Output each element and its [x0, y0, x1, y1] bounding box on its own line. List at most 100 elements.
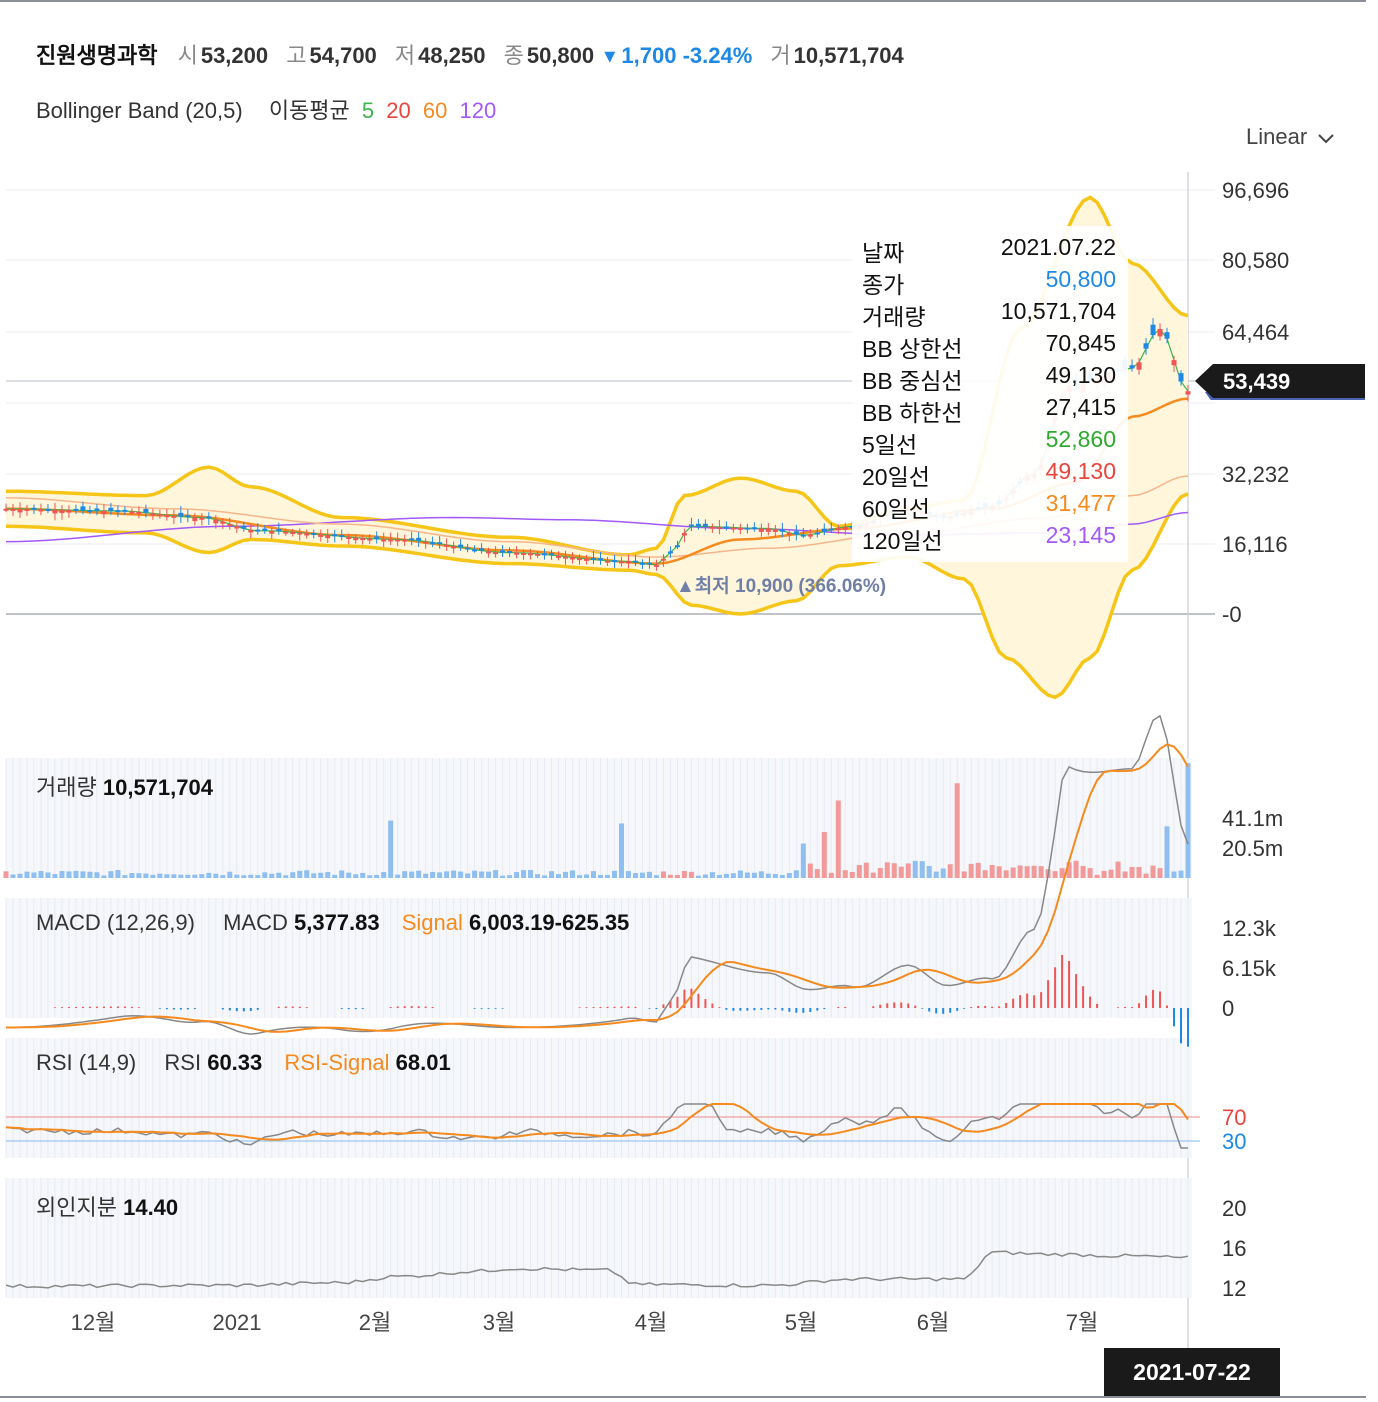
candle: [528, 553, 534, 556]
volume-bar: [514, 872, 520, 878]
volume-bar: [604, 875, 610, 878]
tooltip-label: 날짜: [862, 240, 905, 266]
candle: [38, 509, 44, 512]
foreign-axis-label: 16: [1222, 1236, 1246, 1261]
volume-bar: [961, 871, 967, 878]
candle: [87, 510, 93, 513]
candle: [716, 526, 722, 529]
volume-bar: [227, 871, 233, 878]
volume-bar: [318, 872, 324, 878]
candle: [402, 539, 408, 542]
candle: [31, 507, 37, 510]
volume-bar: [856, 865, 862, 878]
tooltip-value: 10,571,704: [1000, 298, 1116, 324]
price-axis-label: 64,464: [1222, 320, 1289, 345]
candle: [758, 528, 764, 532]
volume-bar: [1101, 870, 1107, 878]
low-price-marker: ▲최저 10,900 (366.06%): [676, 575, 886, 597]
volume-bar: [940, 868, 946, 878]
rsi-axis-30: 30: [1222, 1129, 1246, 1154]
candle: [451, 546, 457, 549]
volume-bar: [157, 873, 163, 878]
ma20-legend[interactable]: 20: [386, 98, 411, 123]
candle: [157, 514, 163, 517]
tooltip-value: 2021.07.22: [1000, 234, 1116, 260]
stock-name: 진원생명과학: [36, 43, 158, 68]
volume-bar: [814, 869, 820, 878]
volume-bar: [660, 871, 666, 878]
candle: [472, 549, 478, 552]
volume-bar: [17, 873, 23, 878]
candle: [164, 515, 170, 518]
volume-bars: [3, 763, 1191, 878]
volume-bar: [1052, 871, 1058, 878]
candle: [381, 539, 387, 542]
volume-bar: [353, 874, 359, 878]
x-axis-label: 6월: [917, 1310, 949, 1335]
volume-bar: [45, 872, 51, 878]
candle: [143, 508, 149, 513]
candle: [199, 517, 205, 520]
volume-bar: [632, 872, 638, 878]
candle: [10, 508, 16, 511]
foreign-pane-label: 외인지분 14.40: [36, 1190, 178, 1222]
volume-bar: [360, 872, 366, 878]
candle: [723, 526, 729, 529]
candle: [570, 557, 576, 560]
candle: [625, 561, 631, 564]
x-axis-label: 4월: [635, 1310, 667, 1335]
candle: [730, 527, 736, 530]
rsi-signal-value: 68.01: [395, 1050, 451, 1075]
volume-bar: [423, 873, 429, 878]
candle: [556, 555, 562, 558]
candle: [521, 552, 527, 555]
bb-legend[interactable]: Bollinger Band (20,5): [36, 98, 243, 123]
tooltip-value: 49,130: [1045, 362, 1116, 388]
macd-value: 5,377.83: [293, 910, 380, 935]
tooltip-label: BB 상한선: [862, 336, 963, 362]
ma120-legend[interactable]: 120: [459, 98, 497, 123]
candle: [1136, 362, 1142, 370]
volume-bar: [1087, 868, 1093, 878]
volume-bar: [751, 872, 757, 878]
candle: [332, 534, 338, 537]
scale-selector[interactable]: Linear: [1246, 124, 1335, 150]
volume-axis-label: 20.5m: [1222, 836, 1283, 861]
candle: [94, 508, 100, 511]
crosshair-date: 2021-07-22: [1104, 1348, 1280, 1396]
foreign-axis-label: 20: [1222, 1196, 1246, 1221]
ma60-legend[interactable]: 60: [422, 98, 448, 123]
ma-legend-label[interactable]: 이동평균: [268, 98, 350, 123]
volume-bar: [618, 823, 624, 878]
volume-bar: [1178, 870, 1184, 878]
volume-bar: [968, 863, 974, 878]
close-label: 종: [503, 43, 524, 68]
tooltip-label: 20일선: [862, 464, 930, 490]
pane-background: [6, 1178, 1192, 1298]
volume-bar: [807, 863, 813, 878]
volume-bar: [933, 871, 939, 878]
ma5-legend[interactable]: 5: [361, 98, 375, 123]
candle: [563, 556, 569, 559]
candle: [17, 508, 23, 513]
volume-bar: [409, 871, 415, 878]
tooltip-label: BB 하한선: [862, 400, 963, 426]
data-tooltip: 날짜 2021.07.22 종가 50,800 거래량 10,571,704 BB 상한선 7…: [852, 226, 1128, 562]
volume-bar: [1143, 873, 1149, 878]
macd-pane-label: MACD (12,26,9) MACD 5,377.83 Signal 6,00…: [36, 910, 629, 936]
axes: 96,696 80,580 64,464 32,232 16,116 -0 41.1m 20.…: [71, 178, 1290, 1335]
candle: [842, 526, 848, 530]
volume-bar: [367, 875, 373, 878]
candle: [591, 557, 597, 560]
volume-bar: [709, 872, 715, 878]
candle: [423, 541, 429, 544]
candle: [1164, 332, 1170, 339]
quote-header: 진원생명과학 시 53,200 고 54,700 저 48,250 종 50,800 ▾…: [36, 38, 916, 70]
candle: [479, 548, 485, 551]
volume-bar: [171, 874, 177, 878]
bb-lower-line: [5, 492, 1189, 700]
volume-bar: [1024, 866, 1030, 878]
high-label: 고: [286, 43, 307, 68]
volume-bar: [479, 871, 485, 878]
